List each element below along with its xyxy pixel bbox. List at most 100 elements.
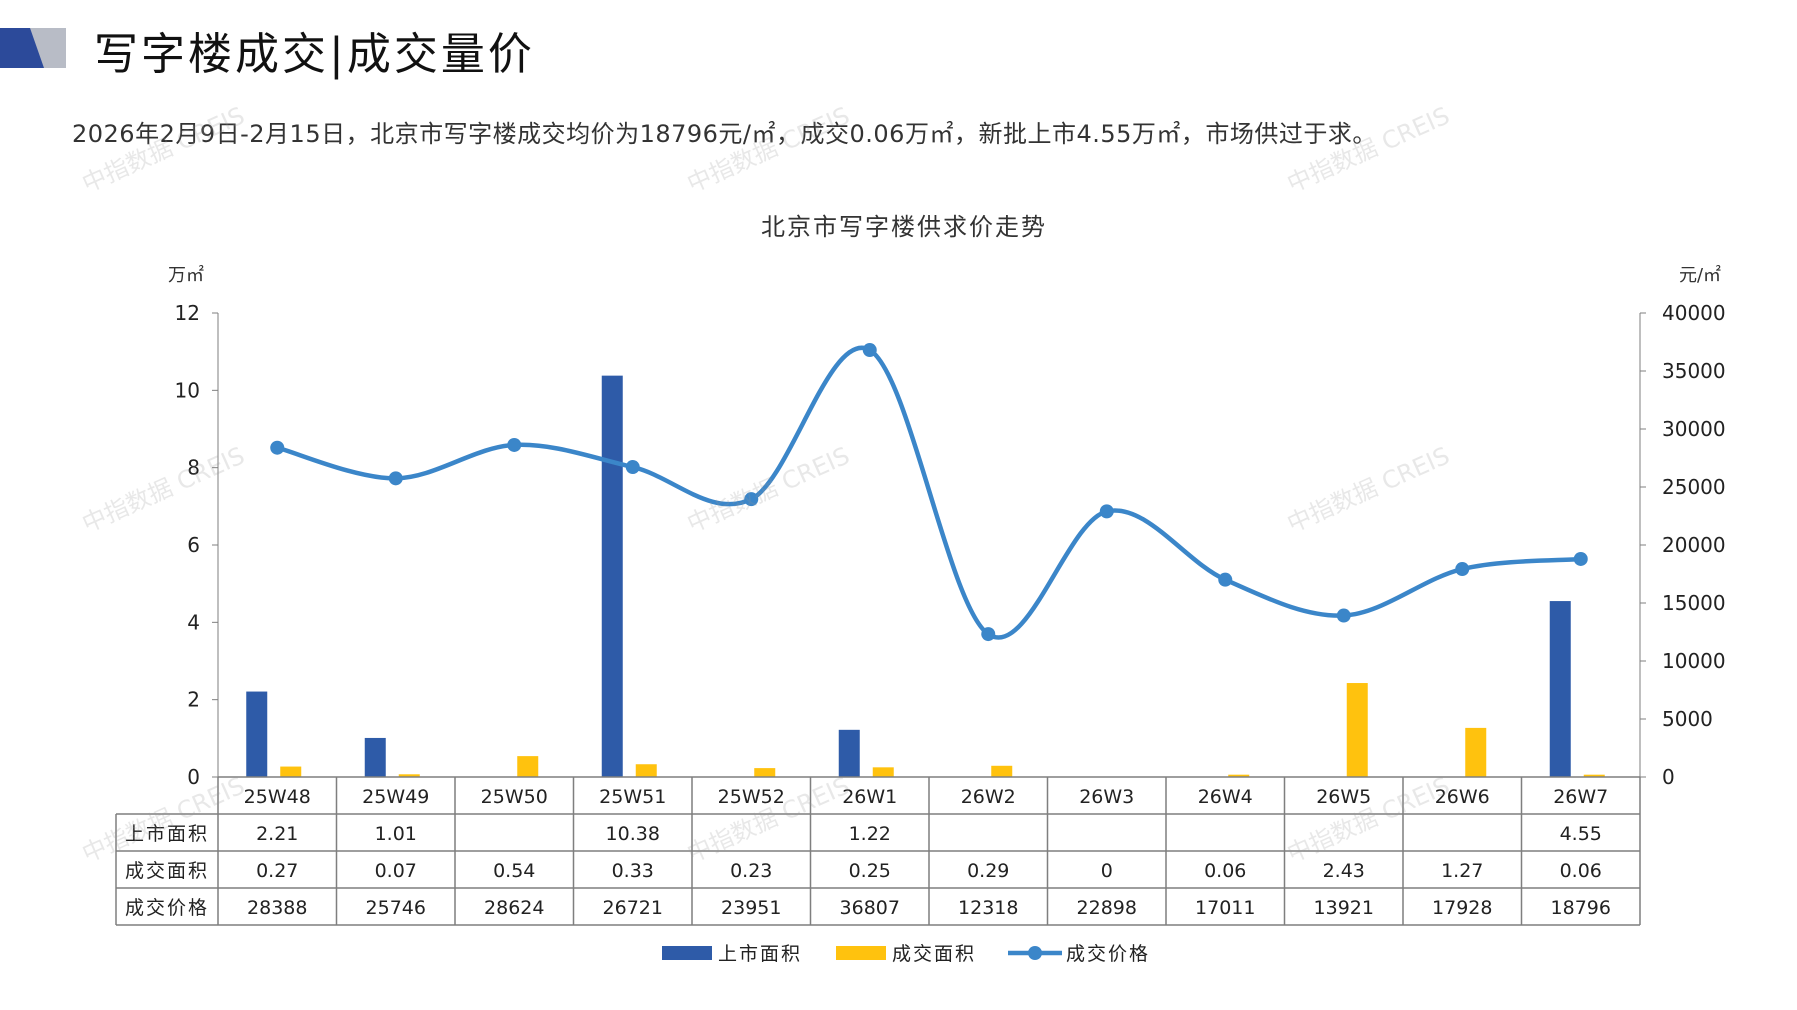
deal-bar	[280, 766, 302, 777]
legend-label-supply: 上市面积	[718, 943, 802, 965]
table-data-label: 2.43	[1323, 860, 1365, 882]
price-point	[1573, 551, 1588, 566]
table-category-label: 26W6	[1435, 786, 1490, 808]
table-data-label: 1.22	[849, 823, 891, 845]
left-tick-label: 6	[187, 533, 200, 557]
deal-bar	[635, 764, 657, 777]
table-data-label: 23951	[721, 897, 781, 919]
right-axis-unit: 元/㎡	[1679, 264, 1721, 286]
logo-dark-shape	[0, 28, 44, 68]
supply-bar	[601, 375, 623, 777]
deal-bar	[872, 767, 894, 777]
price-point	[1336, 608, 1351, 623]
supply-bar	[364, 737, 386, 777]
table-data-label: 0.06	[1560, 860, 1602, 882]
deal-bar	[991, 765, 1013, 777]
table-data-label: 0	[1101, 860, 1113, 882]
table-data-label: 0.07	[375, 860, 417, 882]
right-tick-label: 5000	[1662, 707, 1713, 731]
table-category-label: 25W52	[718, 786, 785, 808]
table-data-label: 13921	[1314, 897, 1374, 919]
table-data-label: 28388	[247, 897, 307, 919]
logo-icon	[0, 28, 66, 68]
legend-swatch-supply	[662, 946, 712, 960]
deal-bar	[1465, 727, 1487, 777]
left-tick-label: 2	[187, 688, 200, 712]
left-tick-label: 10	[175, 378, 200, 402]
supply-bar	[246, 691, 268, 777]
table-category-label: 26W4	[1198, 786, 1253, 808]
left-axis-unit: 万㎡	[168, 264, 204, 286]
legend-label-price: 成交价格	[1066, 943, 1150, 965]
table-data-label: 22898	[1077, 897, 1137, 919]
left-tick-label: 12	[175, 301, 200, 325]
table-data-label: 2.21	[256, 823, 298, 845]
table-series-name: 成交价格	[125, 897, 209, 919]
table-data-label: 12318	[958, 897, 1018, 919]
supply-bar	[838, 729, 860, 777]
right-tick-label: 25000	[1662, 475, 1726, 499]
table-series-name: 上市面积	[125, 823, 209, 845]
table-data-label: 0.54	[493, 860, 535, 882]
table-data-label: 17928	[1432, 897, 1492, 919]
page-title: 写字楼成交|成交量价	[94, 29, 535, 80]
price-point	[744, 492, 759, 507]
table-series-name: 成交面积	[125, 860, 209, 882]
price-point	[388, 471, 403, 486]
table-category-label: 25W49	[362, 786, 429, 808]
table-category-label: 25W51	[599, 786, 666, 808]
left-tick-label: 0	[187, 765, 200, 789]
price-point	[625, 460, 640, 475]
deal-bar	[398, 774, 420, 777]
left-tick-label: 8	[187, 456, 200, 480]
table-data-label: 18796	[1551, 897, 1611, 919]
supply-bar	[1549, 601, 1571, 777]
table-data-label: 17011	[1195, 897, 1255, 919]
table-data-label: 1.27	[1441, 860, 1483, 882]
legend-swatch-price-point	[1028, 946, 1042, 960]
chart-title: 北京市写字楼供求价走势	[761, 213, 1047, 241]
right-tick-label: 10000	[1662, 649, 1726, 673]
price-point	[507, 437, 522, 452]
right-tick-label: 30000	[1662, 417, 1726, 441]
right-tick-label: 15000	[1662, 591, 1726, 615]
left-tick-label: 4	[187, 610, 200, 634]
legend-swatch-deal	[836, 946, 886, 960]
price-point	[981, 627, 996, 642]
table-data-label: 26721	[603, 897, 663, 919]
legend-label-deal: 成交面积	[892, 943, 976, 965]
right-tick-label: 0	[1662, 765, 1675, 789]
table-category-label: 25W48	[244, 786, 311, 808]
table-category-label: 26W2	[961, 786, 1016, 808]
table-data-label: 0.27	[256, 860, 298, 882]
table-data-label: 4.55	[1560, 823, 1602, 845]
table-data-label: 0.25	[849, 860, 891, 882]
deal-bar	[754, 768, 776, 777]
deal-bar	[517, 756, 539, 777]
table-data-label: 28624	[484, 897, 544, 919]
deal-bar	[1346, 683, 1368, 777]
summary-text: 2026年2月9日-2月15日，北京市写字楼成交均价为18796元/㎡，成交0.…	[72, 120, 1377, 148]
table-data-label: 0.23	[730, 860, 772, 882]
right-tick-label: 40000	[1662, 301, 1726, 325]
table-data-label: 0.29	[967, 860, 1009, 882]
table-category-label: 26W1	[842, 786, 897, 808]
table-category-label: 26W5	[1316, 786, 1371, 808]
price-point	[1455, 562, 1470, 577]
table-data-label: 36807	[840, 897, 900, 919]
table-category-label: 26W3	[1079, 786, 1134, 808]
price-point	[1099, 504, 1114, 519]
price-point	[270, 440, 285, 455]
right-tick-label: 35000	[1662, 359, 1726, 383]
table-data-label: 0.06	[1204, 860, 1246, 882]
deal-bar	[1583, 774, 1605, 777]
table-data-label: 0.33	[612, 860, 654, 882]
table-category-label: 25W50	[481, 786, 548, 808]
price-point	[1218, 572, 1233, 587]
deal-bar	[1228, 774, 1250, 777]
table-category-label: 26W7	[1553, 786, 1608, 808]
header: 写字楼成交|成交量价	[0, 0, 1797, 100]
table-data-label: 10.38	[606, 823, 660, 845]
price-point	[862, 343, 877, 358]
